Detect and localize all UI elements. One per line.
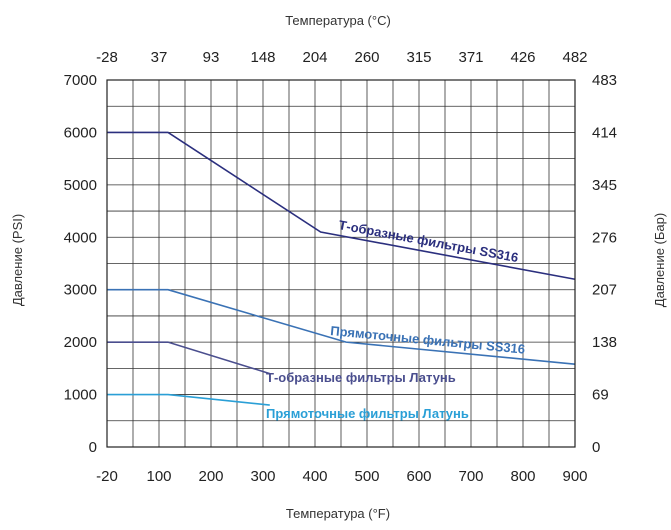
y-right-tick-label: 207 — [592, 282, 617, 299]
x-axis-top-title: Температура (°C) — [285, 13, 391, 28]
x-bottom-tick-label: 300 — [250, 468, 275, 485]
y-left-tick-label: 4000 — [64, 229, 97, 246]
y-left-tick-label: 6000 — [64, 124, 97, 141]
x-top-tick-label: -28 — [96, 49, 118, 66]
x-top-tick-label: 204 — [302, 49, 327, 66]
y-right-tick-label: 276 — [592, 229, 617, 246]
series-label: Т-образные фильтры Латунь — [266, 370, 456, 385]
plot-frame — [106, 79, 576, 448]
x-bottom-tick-label: 200 — [198, 468, 223, 485]
x-bottom-tick-label: 100 — [146, 468, 171, 485]
y-left-tick-label: 0 — [89, 439, 97, 456]
y-right-tick-label: 345 — [592, 177, 617, 194]
series-lines — [107, 131, 576, 406]
y-right-tick-label: 0 — [592, 439, 600, 456]
x-axis-bottom-title: Температура (°F) — [286, 506, 390, 521]
y-right-tick-label: 138 — [592, 334, 617, 351]
x-bottom-tick-label: 800 — [510, 468, 535, 485]
x-bottom-tick-label: -20 — [96, 468, 118, 485]
x-bottom-tick-label: 500 — [354, 468, 379, 485]
y-axis-left-title: Давление (PSI) — [10, 214, 25, 306]
series-line — [107, 131, 576, 281]
x-top-tick-label: 371 — [458, 49, 483, 66]
y-right-tick-label: 483 — [592, 72, 617, 89]
y-left-tick-label: 5000 — [64, 177, 97, 194]
series-label: Т-образные фильтры SS316 — [337, 217, 519, 265]
series-line — [107, 393, 270, 406]
tick-labels: -28 37 93 148 204 260 315 371 426 482 -20 100 200 300… — [64, 49, 617, 485]
y-right-tick-label: 414 — [592, 124, 617, 141]
x-bottom-tick-label: 600 — [406, 468, 431, 485]
series-labels: Т-образные фильтры SS316 Прямоточные филь… — [266, 217, 526, 421]
series-line — [107, 341, 271, 375]
x-top-tick-label: 426 — [510, 49, 535, 66]
series-line — [107, 288, 576, 365]
grid — [107, 80, 575, 447]
y-left-tick-label: 3000 — [64, 282, 97, 299]
y-right-tick-label: 69 — [592, 387, 609, 404]
x-bottom-tick-label: 700 — [458, 468, 483, 485]
x-top-tick-label: 37 — [151, 49, 168, 66]
x-bottom-tick-label: 400 — [302, 468, 327, 485]
x-top-tick-label: 315 — [406, 49, 431, 66]
y-left-tick-label: 2000 — [64, 334, 97, 351]
x-top-tick-label: 93 — [203, 49, 220, 66]
x-bottom-tick-label: 900 — [562, 468, 587, 485]
x-top-tick-label: 260 — [354, 49, 379, 66]
series-label: Прямоточные фильтры Латунь — [266, 406, 469, 421]
x-top-tick-label: 482 — [562, 49, 587, 66]
y-left-tick-label: 7000 — [64, 72, 97, 89]
series-label: Прямоточные фильтры SS316 — [330, 323, 526, 357]
y-axis-right-title: Давление (Бар) — [652, 213, 667, 307]
y-left-tick-label: 1000 — [64, 387, 97, 404]
x-top-tick-label: 148 — [250, 49, 275, 66]
